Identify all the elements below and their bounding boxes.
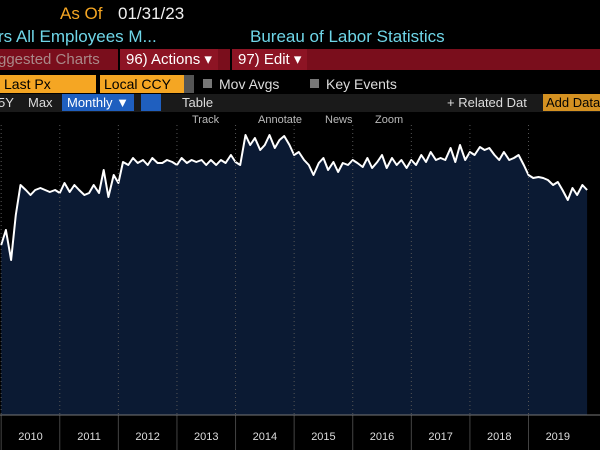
x-tick-label: 2010	[18, 431, 42, 443]
range-max[interactable]: Max	[28, 95, 53, 110]
x-tick-label: 2012	[135, 431, 159, 443]
frequency-select[interactable]: Monthly ▼	[62, 94, 134, 111]
area-fill	[1, 135, 588, 415]
as-of-date[interactable]: 01/31/23	[118, 4, 185, 23]
currency-dropdown[interactable]	[184, 75, 194, 93]
line	[0, 134, 588, 261]
key-events[interactable]: Key Events	[326, 76, 397, 92]
checkbox[interactable]	[203, 79, 212, 88]
annotate-tool[interactable]: Annotate	[258, 114, 303, 126]
table-button[interactable]: Table	[182, 95, 214, 110]
source: Bureau of Labor Statistics	[250, 27, 445, 46]
x-tick-label: 2017	[428, 431, 452, 443]
x-tick-label: 2015	[311, 431, 335, 443]
add-data[interactable]: Add Data	[543, 94, 600, 111]
track-tool[interactable]: Track	[192, 114, 220, 126]
chart-icon[interactable]	[141, 94, 161, 111]
actions-menu[interactable]: 96) Actions ▾	[118, 49, 218, 70]
currency-select[interactable]: Local CCY	[100, 75, 184, 93]
x-tick-label: 2018	[487, 431, 511, 443]
edit-menu[interactable]: 97) Edit ▾	[230, 49, 308, 70]
x-tick-label: 2013	[194, 431, 218, 443]
related-data[interactable]: + Related Dat	[447, 95, 527, 110]
suggested-charts[interactable]: ggested Charts	[0, 51, 100, 68]
mov-avgs[interactable]: Mov Avgs	[219, 76, 280, 92]
x-tick-label: 2011	[77, 431, 101, 443]
x-tick-label: 2016	[370, 431, 394, 443]
checkbox[interactable]	[310, 79, 319, 88]
x-tick-label: 2019	[546, 431, 570, 443]
x-tick-label: 2014	[253, 431, 277, 443]
range-5y[interactable]: 5Y	[0, 95, 14, 110]
security-title: rs All Employees M...	[0, 27, 157, 46]
field-select[interactable]: Last Px	[0, 75, 96, 93]
news-tool[interactable]: News	[325, 114, 353, 126]
as-of-label: As Of	[60, 4, 103, 23]
zoom-tool[interactable]: Zoom	[375, 114, 404, 126]
